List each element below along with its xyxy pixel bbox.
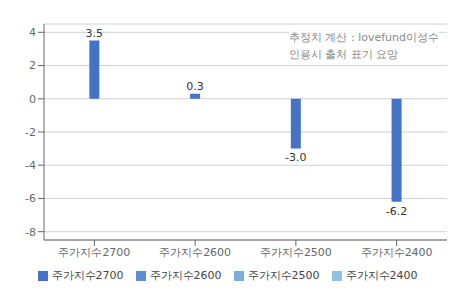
svg-text:-3.0: -3.0 — [285, 151, 306, 164]
svg-text:-6.2: -6.2 — [386, 205, 407, 218]
html-text:주가지수2700: 주가지수2700 — [51, 269, 124, 282]
svg-text:3.5: 3.5 — [86, 27, 104, 40]
html-text:주가지수2400: 주가지수2400 — [345, 269, 418, 282]
svg-text:-8: -8 — [25, 226, 36, 239]
svg-text:4: 4 — [29, 26, 36, 39]
html-text:주가지수2600: 주가지수2600 — [149, 269, 222, 282]
html-text:주가지수2500: 주가지수2500 — [247, 269, 320, 282]
svg-text:-2: -2 — [25, 126, 36, 139]
svg-text:2: 2 — [29, 59, 36, 72]
svg-text:0: 0 — [29, 93, 36, 106]
svg-text:주가지수2400: 주가지수2400 — [361, 246, 433, 259]
svg-text:주가지수2600: 주가지수2600 — [159, 246, 231, 259]
svg-text:-4: -4 — [25, 159, 36, 172]
svg-text:주가지수2700: 주가지수2700 — [58, 246, 130, 259]
svg-text:0.3: 0.3 — [186, 80, 204, 93]
svg-text:-6: -6 — [25, 192, 36, 205]
html-text:추정치 계산 : lovefund이성수: 추정치 계산 : lovefund이성수 — [288, 31, 439, 44]
svg-text:주가지수2500: 주가지수2500 — [260, 246, 332, 259]
html-text:인용시 출처 표기 요망: 인용시 출처 표기 요망 — [288, 47, 399, 61]
